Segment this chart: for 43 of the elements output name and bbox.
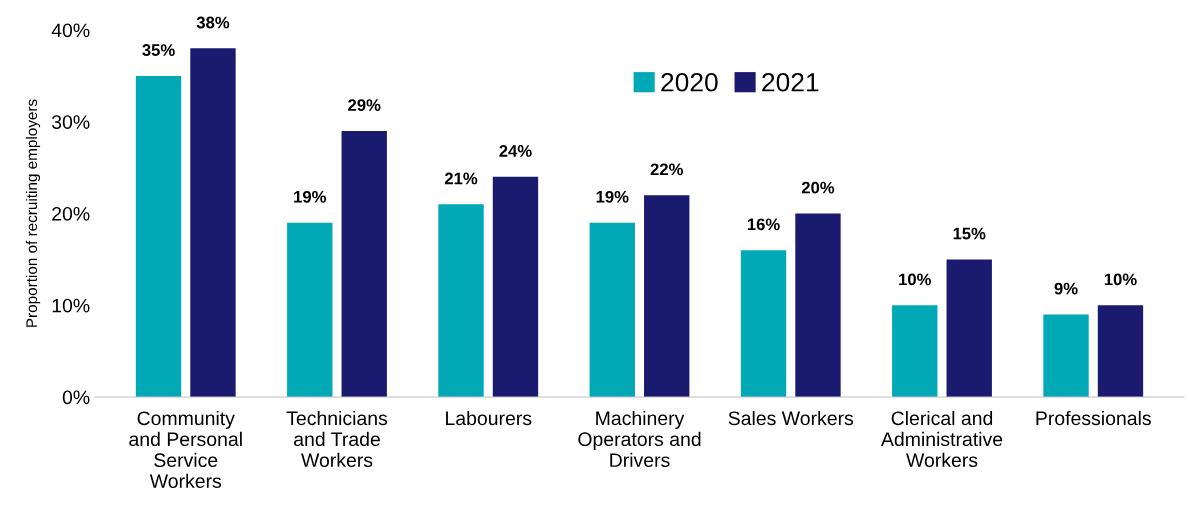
bar — [946, 259, 992, 397]
bar — [1097, 305, 1144, 397]
x-tick-label: Technicians and Trade Workers — [286, 410, 388, 468]
bar — [438, 204, 484, 397]
bar — [1043, 314, 1089, 397]
x-tick-label: Labourers — [446, 410, 532, 426]
x-tick-label: Machinery Operators and Drivers — [578, 410, 701, 468]
data-label: 16% — [747, 218, 780, 231]
y-tick-label: 20% — [52, 206, 90, 221]
legend-label: 2020 — [661, 72, 718, 92]
bar — [135, 75, 182, 397]
y-tick-label: 40% — [51, 23, 90, 38]
data-label: 35% — [142, 44, 175, 56]
bar — [190, 48, 236, 397]
bar — [492, 176, 539, 397]
x-tick-label: Sales Workers — [728, 410, 854, 426]
x-tick-label: Community and Personal Service Workers — [129, 410, 242, 488]
y-tick-label: 0% — [62, 390, 90, 405]
data-label: 10% — [899, 273, 932, 286]
data-label: 15% — [953, 227, 986, 240]
bar — [341, 130, 387, 397]
y-tick-label: 30% — [51, 115, 90, 129]
data-label: 22% — [650, 163, 683, 176]
bar — [644, 195, 690, 397]
data-label: 10% — [1104, 273, 1137, 286]
x-tick-label: Professionals — [1036, 410, 1151, 426]
legend-label: 2021 — [762, 72, 819, 92]
x-tick-label: Clerical and Administrative Workers — [880, 410, 1003, 468]
data-label: 24% — [499, 145, 532, 157]
bar — [287, 222, 333, 397]
data-label: 21% — [444, 172, 478, 185]
data-label: 29% — [348, 99, 381, 111]
y-axis-title: Proportion of recruiting employers — [25, 99, 41, 327]
data-label: 20% — [801, 181, 835, 194]
data-label: 19% — [294, 190, 327, 203]
data-label: 38% — [196, 16, 230, 29]
data-label: 19% — [596, 190, 629, 203]
bar — [589, 222, 635, 397]
y-tick-label: 10% — [52, 298, 90, 313]
data-label: 9% — [1054, 282, 1078, 295]
bar — [740, 250, 787, 397]
bar — [892, 305, 938, 397]
bar — [795, 213, 841, 397]
